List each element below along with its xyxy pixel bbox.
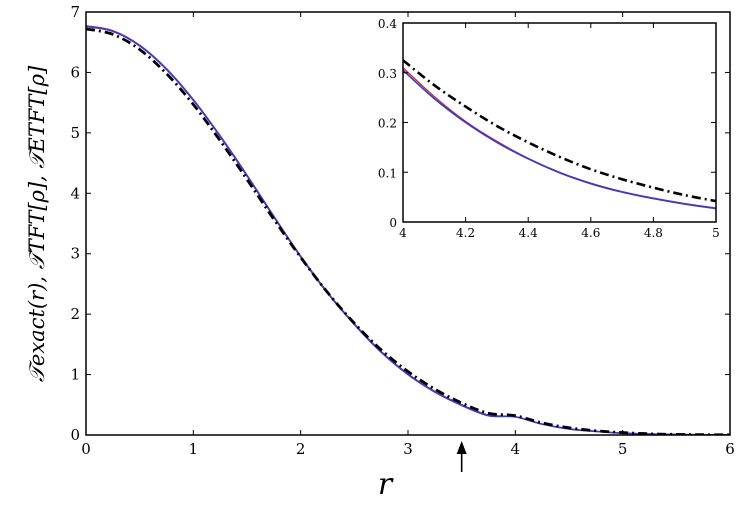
main-y-tick-label: 1 xyxy=(70,366,80,384)
main-y-tick-label: 5 xyxy=(70,124,80,142)
inset-plot-lines xyxy=(403,59,716,210)
inset-y-tick-label: 0 xyxy=(389,216,397,230)
main-x-tick-label: 2 xyxy=(296,440,306,458)
inset-x-tick-label: 4.8 xyxy=(644,226,663,240)
x-axis-label: r xyxy=(378,467,394,502)
main-x-tick-label: 5 xyxy=(618,440,628,458)
main-x-tick-label: 3 xyxy=(403,440,413,458)
inset-series-line-2 xyxy=(403,59,716,203)
inset-y-tick-label: 0.4 xyxy=(378,17,397,31)
inset-x-tick-label: 5 xyxy=(712,226,720,240)
inset-x-tick-label: 4.6 xyxy=(581,226,600,240)
main-y-tick-label: 7 xyxy=(70,3,80,21)
inset-axes: 4 4.2 4.4 4.6 4.8 5 0 0.1 0.2 0.3 0.4 xyxy=(378,17,720,240)
main-x-tick-label: 1 xyxy=(189,440,199,458)
main-y-tick-label: 2 xyxy=(70,305,80,323)
main-y-tick-label: 0 xyxy=(70,426,80,444)
main-axes: 0 1 2 3 4 5 6 0 1 2 3 4 5 6 7 xyxy=(70,3,734,458)
main-y-tick-label: 6 xyxy=(70,63,80,81)
inset-x-tick-label: 4.2 xyxy=(456,226,475,240)
main-y-tick-label: 4 xyxy=(70,184,80,202)
arrow-head xyxy=(456,441,467,454)
main-x-tick-label: 0 xyxy=(81,440,91,458)
main-y-tick-label: 3 xyxy=(70,245,80,263)
main-x-tick-label: 4 xyxy=(511,440,521,458)
inset-x-tick-label: 4.4 xyxy=(519,226,538,240)
y-axis-label: 𝒯exact(r), 𝒯TFT[ρ], 𝒯ETFT[ρ] xyxy=(25,65,49,382)
arrow-annotation xyxy=(456,441,467,472)
main-x-tick-label: 6 xyxy=(725,440,735,458)
inset-y-tick-label: 0.3 xyxy=(378,67,397,81)
inset-x-tick-label: 4 xyxy=(399,226,407,240)
inset-background xyxy=(403,23,716,222)
inset-series-line-1 xyxy=(403,69,716,210)
inset-y-tick-label: 0.2 xyxy=(378,117,397,131)
inset-y-tick-label: 0.1 xyxy=(378,166,397,180)
